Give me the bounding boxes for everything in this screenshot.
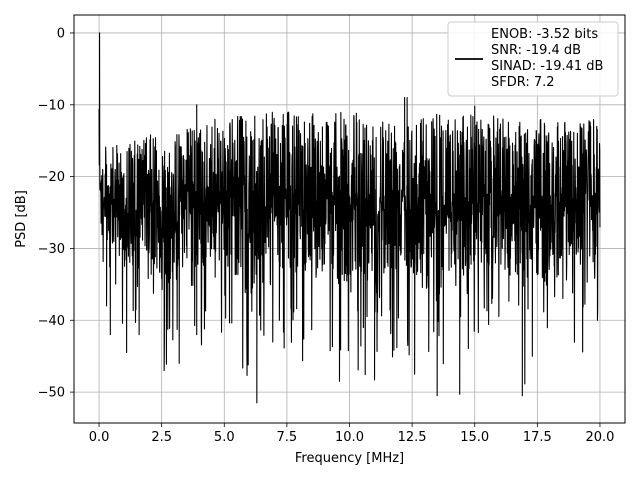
x-tick-label: 2.5	[151, 430, 172, 445]
x-tick-label: 17.5	[523, 430, 552, 445]
y-axis-ticks: 0 −10 −20 −30 −40 −50	[38, 26, 74, 401]
x-tick-label: 20.0	[585, 430, 614, 445]
legend-entry-sinad: SINAD: -19.41 dB	[491, 59, 603, 74]
legend-entry-sfdr: SFDR: 7.2	[491, 75, 555, 90]
x-axis-label: Frequency [MHz]	[295, 451, 404, 466]
y-tick-label: −20	[38, 170, 65, 185]
y-tick-label: −10	[38, 98, 65, 113]
y-axis-label: PSD [dB]	[14, 190, 29, 248]
y-tick-label: 0	[57, 26, 65, 41]
x-tick-label: 12.5	[398, 430, 427, 445]
legend-entry-snr: SNR: -19.4 dB	[491, 43, 581, 58]
y-tick-label: −30	[38, 242, 65, 257]
x-tick-label: 5.0	[214, 430, 235, 445]
series-psd	[98, 32, 601, 404]
legend: ENOB: -3.52 bits SNR: -19.4 dB SINAD: -1…	[447, 21, 619, 97]
y-tick-label: −40	[38, 314, 65, 329]
psd-series-line	[98, 32, 601, 404]
x-tick-label: 10.0	[335, 430, 364, 445]
x-tick-label: 0.0	[89, 430, 110, 445]
legend-entry-enob: ENOB: -3.52 bits	[491, 27, 598, 42]
legend-box	[447, 21, 619, 97]
x-axis-ticks: 0.0 2.5 5.0 7.5 10.0 12.5 15.0 17.5 20.0	[89, 423, 614, 445]
y-tick-label: −50	[38, 386, 65, 401]
x-tick-label: 15.0	[460, 430, 489, 445]
x-tick-label: 7.5	[277, 430, 298, 445]
